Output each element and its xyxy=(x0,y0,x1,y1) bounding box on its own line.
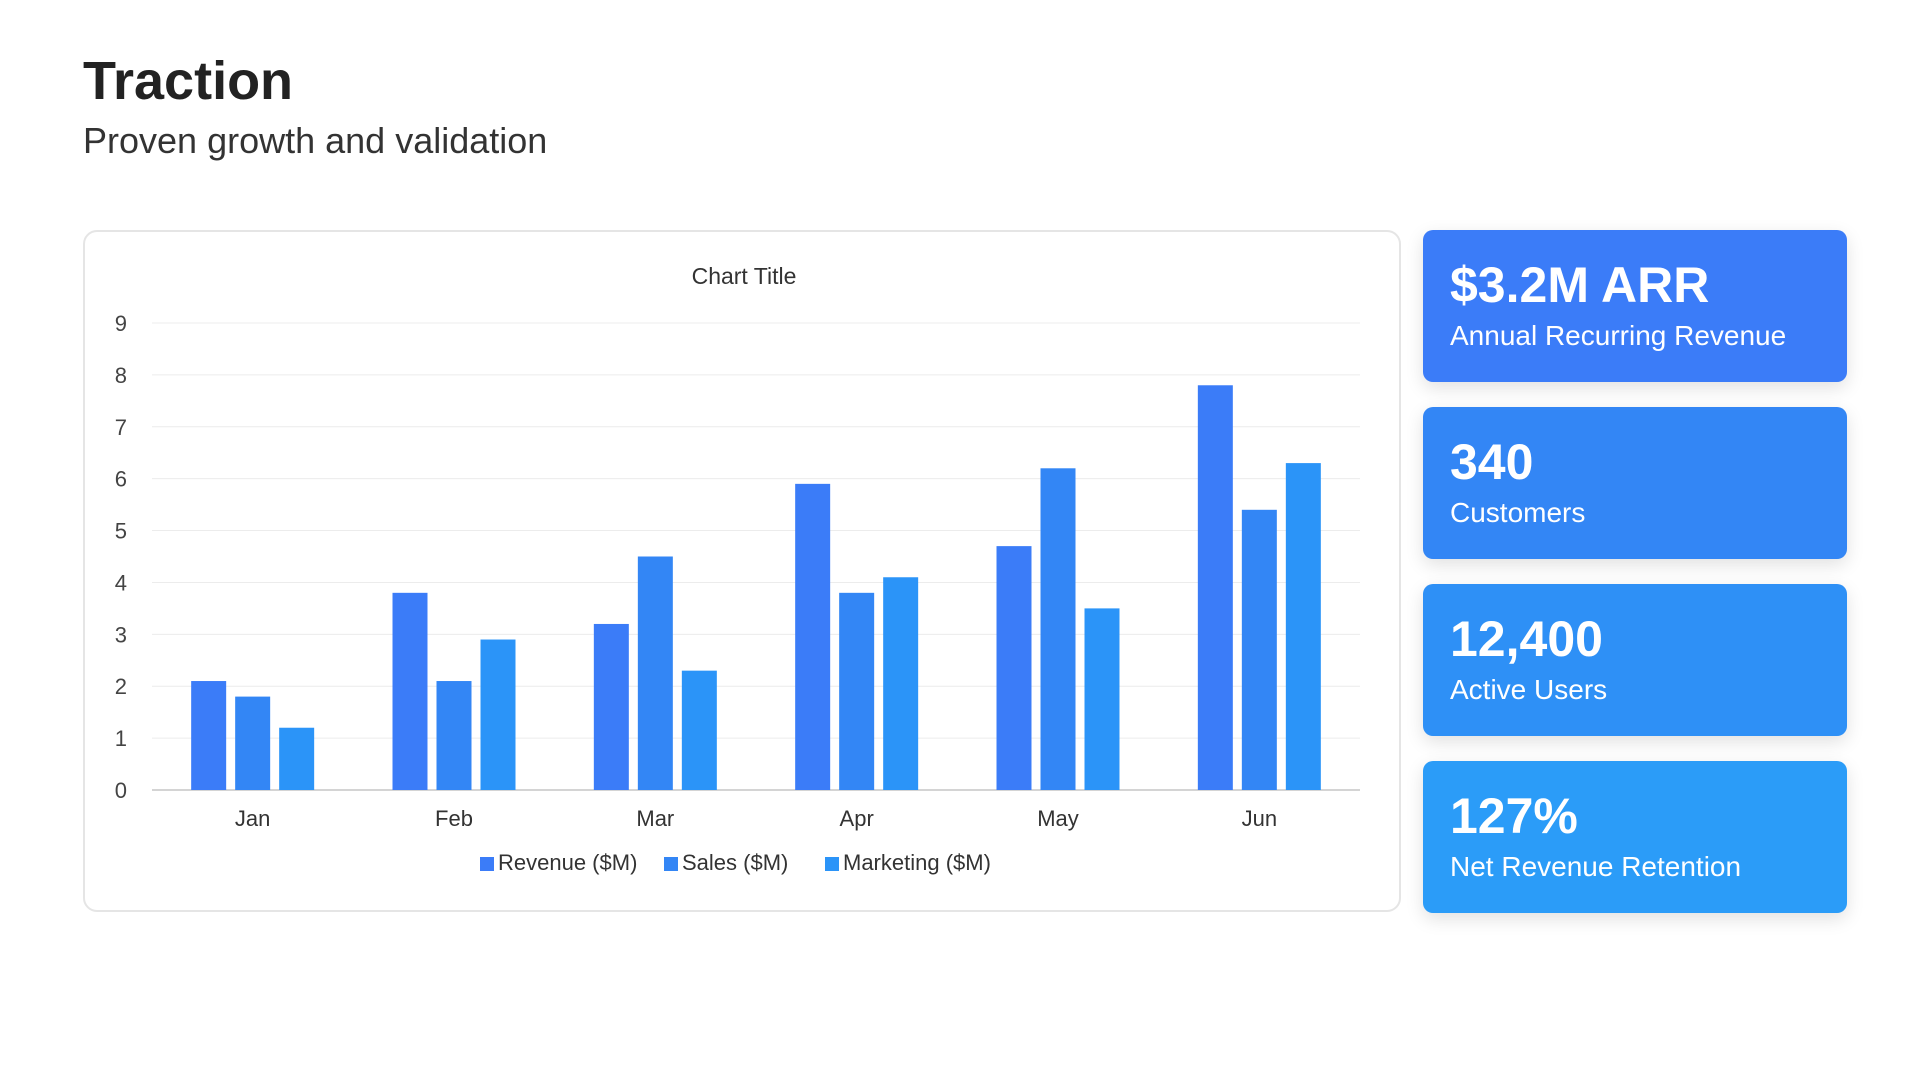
legend-swatch xyxy=(480,857,494,871)
metric-card-arr: $3.2M ARR Annual Recurring Revenue xyxy=(1423,230,1847,382)
chart-title: Chart Title xyxy=(692,263,797,289)
bar-jun-1 xyxy=(1197,385,1233,790)
x-tick-label: May xyxy=(1037,806,1079,831)
bar-feb-2 xyxy=(436,681,472,790)
bar-may-2 xyxy=(1040,468,1076,790)
metric-card-active-users: 12,400 Active Users xyxy=(1423,584,1847,736)
bar-chart: Chart Title 0 1 2 3 4 5 6 7 8 9 Jan Feb Mar Apr May Ju… xyxy=(115,263,1360,875)
bar-mar-2 xyxy=(637,556,673,790)
chart-card: Chart Title 0 1 2 3 4 5 6 7 8 9 Jan Feb Mar Apr May Ju… xyxy=(83,230,1401,912)
bar-jan-3 xyxy=(279,727,315,790)
y-axis-ticks: 0 1 2 3 4 5 6 7 8 9 xyxy=(115,311,127,803)
metric-label: Customers xyxy=(1450,497,1586,528)
y-tick-label: 0 xyxy=(115,778,127,803)
y-tick-label: 4 xyxy=(115,570,127,595)
x-tick-label: Feb xyxy=(435,806,473,831)
metric-label: Annual Recurring Revenue xyxy=(1450,320,1787,351)
y-tick-label: 1 xyxy=(115,726,127,751)
bar-apr-1 xyxy=(795,483,831,790)
bar-feb-3 xyxy=(480,639,516,790)
y-tick-label: 6 xyxy=(115,467,127,492)
legend-label: Marketing ($M) xyxy=(843,850,991,875)
metric-label: Net Revenue Retention xyxy=(1450,851,1742,882)
metric-value: 127% xyxy=(1450,788,1578,844)
slide-subtitle: Proven growth and validation xyxy=(83,120,548,161)
x-tick-label: Jun xyxy=(1242,806,1277,831)
metric-value: 340 xyxy=(1450,434,1534,490)
metric-label: Active Users xyxy=(1450,674,1608,705)
legend-swatch xyxy=(825,857,839,871)
bar-jun-3 xyxy=(1285,463,1321,790)
x-axis-ticks: Jan Feb Mar Apr May Jun xyxy=(235,806,1277,831)
metric-value: $3.2M ARR xyxy=(1450,257,1710,313)
bar-mar-3 xyxy=(681,670,717,790)
legend-swatch xyxy=(664,857,678,871)
legend-label: Revenue ($M) xyxy=(498,850,637,875)
chart-grid xyxy=(152,322,1360,791)
x-tick-label: Mar xyxy=(636,806,674,831)
bar-jan-2 xyxy=(235,696,271,790)
bar-mar-1 xyxy=(593,623,629,790)
bar-jan-1 xyxy=(191,681,227,790)
legend-label: Sales ($M) xyxy=(682,850,788,875)
bar-may-1 xyxy=(996,546,1032,790)
x-tick-label: Jan xyxy=(235,806,270,831)
metric-card-nrr: 127% Net Revenue Retention xyxy=(1423,761,1847,913)
bar-may-3 xyxy=(1084,608,1120,790)
y-tick-label: 8 xyxy=(115,363,127,388)
y-tick-label: 3 xyxy=(115,622,127,647)
y-tick-label: 7 xyxy=(115,415,127,440)
bar-apr-2 xyxy=(839,592,875,790)
slide-title: Traction xyxy=(83,51,294,111)
x-tick-label: Apr xyxy=(840,806,874,831)
chart-bars xyxy=(191,385,1321,790)
bar-jun-2 xyxy=(1241,509,1277,790)
chart-legend: Revenue ($M) Sales ($M) Marketing ($M) xyxy=(480,850,991,875)
metric-card-customers: 340 Customers xyxy=(1423,407,1847,559)
bar-feb-1 xyxy=(392,592,428,790)
y-tick-label: 5 xyxy=(115,519,127,544)
y-tick-label: 9 xyxy=(115,311,127,336)
bar-apr-3 xyxy=(883,577,919,790)
metric-value: 12,400 xyxy=(1450,611,1603,667)
y-tick-label: 2 xyxy=(115,674,127,699)
